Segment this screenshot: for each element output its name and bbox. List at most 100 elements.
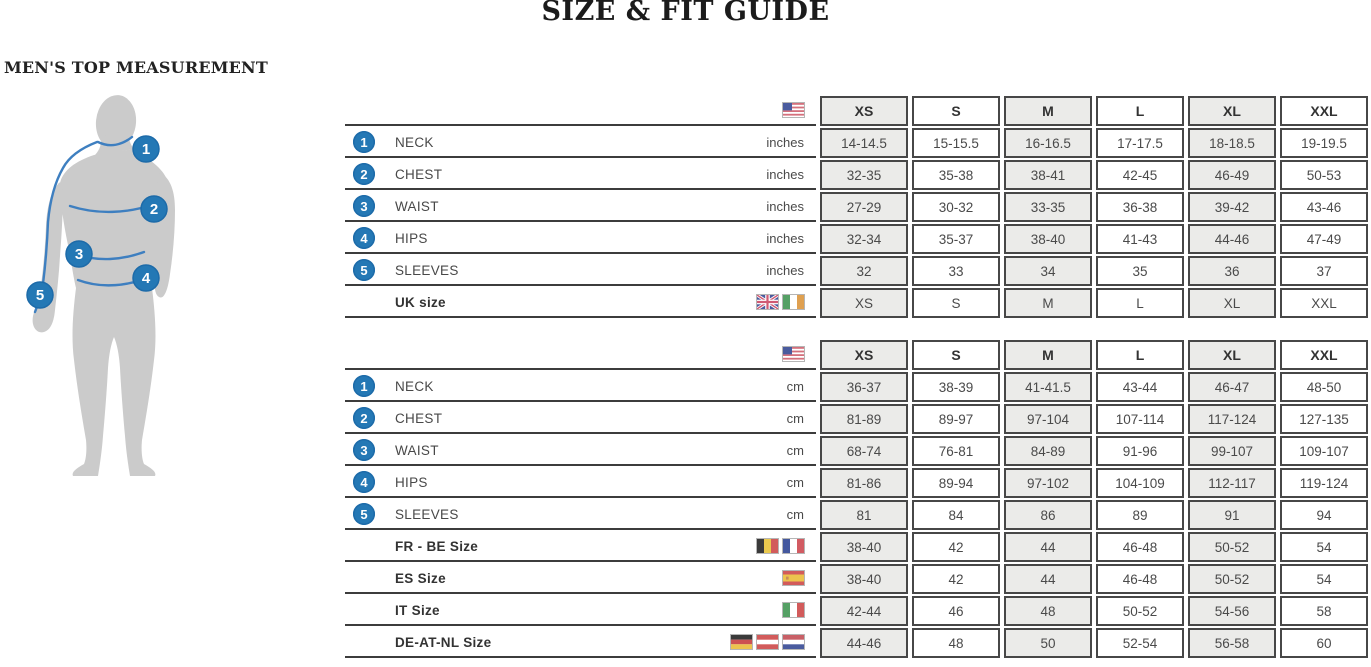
size-value-cell: 58 (1280, 596, 1368, 626)
size-value-cell: 44 (1004, 532, 1092, 562)
size-value-cell: 89 (1096, 500, 1184, 530)
size-value-cell: 50-52 (1188, 564, 1276, 594)
row-right-area: cm (787, 379, 804, 394)
row-label: WAIST (395, 198, 439, 214)
row-right-area: cm (787, 475, 804, 490)
row-label-cell: IT Size (345, 596, 816, 626)
row-label: CHEST (395, 410, 443, 426)
size-value-cell: 81-86 (820, 468, 908, 498)
header-label-cell (345, 340, 816, 370)
size-value-cell: 91-96 (1096, 436, 1184, 466)
row-label-cell: DE-AT-NL Size (345, 628, 816, 658)
size-column-header: XL (1188, 340, 1276, 370)
row-right-area (731, 635, 804, 649)
size-value-cell: XL (1188, 288, 1276, 318)
size-table-header-row: XS S M L XL XXL (345, 340, 1368, 370)
size-value-cell: 35-37 (912, 224, 1000, 254)
size-value-cell: 89-94 (912, 468, 1000, 498)
row-right-area: cm (787, 443, 804, 458)
section-title: MEN'S TOP MEASUREMENT (4, 58, 268, 77)
measurement-row: FR - BE Size 38-40 42 44 46-48 50-52 54 (345, 532, 1368, 562)
measure-number-badge: 1 (353, 131, 375, 153)
size-column-header: S (912, 340, 1000, 370)
row-label-cell: 5 SLEEVES inches (345, 256, 816, 286)
unit-label: inches (766, 230, 804, 246)
unit-label: cm (786, 410, 804, 426)
size-value-cell: 32-34 (820, 224, 908, 254)
size-value-cell: 94 (1280, 500, 1368, 530)
measure-number-badge: 2 (353, 163, 375, 185)
row-right-area: inches (766, 199, 804, 214)
size-value-cell: 38-40 (1004, 224, 1092, 254)
size-value-cell: 48 (1004, 596, 1092, 626)
measure-number-badge: 3 (353, 439, 375, 461)
size-column-header: M (1004, 340, 1092, 370)
size-tables: XS S M L XL XXL 1 NECK inches 14-14.5 15-15.5 16-16… (345, 96, 1368, 660)
size-value-cell: 50-53 (1280, 160, 1368, 190)
row-label: HIPS (395, 230, 428, 246)
page-title: SIZE & FIT GUIDE (541, 0, 830, 27)
header-label-cell (345, 96, 816, 126)
size-value-cell: 42-45 (1096, 160, 1184, 190)
header-flags (783, 347, 804, 361)
measurement-row: 3 WAIST inches 27-29 30-32 33-35 36-38 39-42 43-… (345, 192, 1368, 222)
measurement-row: 4 HIPS inches 32-34 35-37 38-40 41-43 44-46 47-4… (345, 224, 1368, 254)
size-value-cell: 84 (912, 500, 1000, 530)
size-value-cell: 35 (1096, 256, 1184, 286)
size-column-header: S (912, 96, 1000, 126)
size-value-cell: 18-18.5 (1188, 128, 1276, 158)
size-column-header: XL (1188, 96, 1276, 126)
silhouette-left-arm (32, 182, 63, 333)
measure-number-badge: 2 (353, 407, 375, 429)
row-label-cell: 2 CHEST cm (345, 404, 816, 434)
row-label: WAIST (395, 442, 439, 458)
size-value-cell: 33 (912, 256, 1000, 286)
size-value-cell: 44-46 (1188, 224, 1276, 254)
row-label-cell: ES Size (345, 564, 816, 594)
size-value-cell: 48 (912, 628, 1000, 658)
measure-number-badge: 5 (353, 259, 375, 281)
size-value-cell: 43-44 (1096, 372, 1184, 402)
size-value-cell: 54-56 (1188, 596, 1276, 626)
unit-label: inches (766, 262, 804, 278)
size-value-cell: 32-35 (820, 160, 908, 190)
measurement-row: 2 CHEST cm 81-89 89-97 97-104 107-114 117-124 12… (345, 404, 1368, 434)
de-flag-icon (731, 635, 752, 649)
size-value-cell: 41-43 (1096, 224, 1184, 254)
size-value-cell: 47-49 (1280, 224, 1368, 254)
size-value-cell: 109-107 (1280, 436, 1368, 466)
figure-marker-3-label: 3 (75, 246, 83, 263)
measurement-row: 5 SLEEVES inches 32 33 34 35 36 37 (345, 256, 1368, 286)
size-table-cm: XS S M L XL XXL 1 NECK cm 36-37 38-39 41-41.5 43-44 4… (345, 340, 1368, 658)
measure-number-badge: 5 (353, 503, 375, 525)
unit-label: cm (786, 474, 804, 490)
row-label: UK size (395, 294, 446, 310)
row-right-area: inches (766, 263, 804, 278)
size-value-cell: 14-14.5 (820, 128, 908, 158)
measure-number-badge: 4 (353, 227, 375, 249)
size-value-cell: 84-89 (1004, 436, 1092, 466)
size-value-cell: 46-49 (1188, 160, 1276, 190)
size-value-cell: 54 (1280, 532, 1368, 562)
size-value-cell: 86 (1004, 500, 1092, 530)
row-right-area (757, 295, 804, 309)
row-label-cell: UK size (345, 288, 816, 318)
size-value-cell: 81-89 (820, 404, 908, 434)
row-right-area: inches (766, 167, 804, 182)
measurement-row: 4 HIPS cm 81-86 89-94 97-102 104-109 112-117 119… (345, 468, 1368, 498)
measurement-row: 1 NECK cm 36-37 38-39 41-41.5 43-44 46-47 48-50 (345, 372, 1368, 402)
size-value-cell: 16-16.5 (1004, 128, 1092, 158)
size-value-cell: 99-107 (1188, 436, 1276, 466)
size-value-cell: 46-48 (1096, 532, 1184, 562)
uk-flag-icon (757, 295, 778, 309)
row-label: ES Size (395, 570, 446, 586)
neck-measure-line (96, 135, 134, 147)
us-flag-icon (783, 103, 804, 117)
size-value-cell: 91 (1188, 500, 1276, 530)
row-label: SLEEVES (395, 506, 459, 522)
size-value-cell: 46-47 (1188, 372, 1276, 402)
size-value-cell: 56-58 (1188, 628, 1276, 658)
body-measurement-figure: 1 2 3 4 5 (2, 92, 197, 487)
size-value-cell: M (1004, 288, 1092, 318)
size-table-header-row: XS S M L XL XXL (345, 96, 1368, 126)
